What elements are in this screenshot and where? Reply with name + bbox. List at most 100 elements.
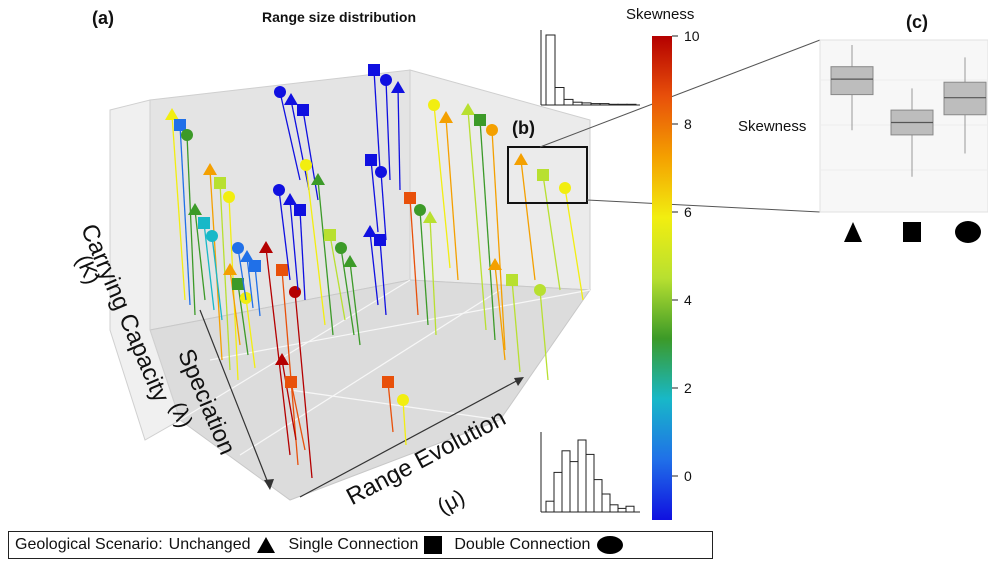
triangle-marker [188, 203, 202, 215]
square-marker [174, 119, 186, 131]
hist-bottom-bar [545, 500, 555, 513]
circle-marker [300, 159, 312, 171]
legend-circle-icon [597, 536, 624, 554]
square-marker [294, 204, 306, 216]
stem-line [429, 217, 437, 336]
stem-line [511, 279, 521, 373]
legend-square-icon [424, 536, 443, 554]
panel-a-label: (a) [92, 8, 114, 28]
triangle-marker [514, 153, 528, 165]
stem-line [278, 189, 291, 281]
hist-top-bar [599, 103, 610, 106]
hist-top-bar [581, 102, 592, 106]
stem-line [279, 91, 301, 181]
panel-c-label: (c) [906, 12, 928, 32]
stem-line [290, 99, 310, 191]
panel-b-highlight-box [507, 146, 588, 204]
hist-bottom-bar [577, 439, 587, 513]
stem-line [387, 381, 394, 433]
circle-marker [397, 394, 409, 406]
stem-line [467, 109, 487, 331]
circle-marker [335, 242, 347, 254]
square-marker [232, 278, 244, 290]
stem-line [349, 261, 361, 346]
triangle-marker [343, 255, 357, 267]
triangle-marker [423, 211, 437, 223]
range-evolution-axis-arrow [299, 377, 523, 498]
zoom-connector-bottom [586, 199, 821, 213]
stem-line [289, 199, 299, 291]
stem-line [379, 239, 387, 316]
colorbar-title: Skewness [626, 6, 695, 23]
square-marker [374, 234, 386, 246]
square-marker [285, 376, 297, 388]
inset-histogram-bottom [540, 432, 640, 513]
circle-marker [375, 166, 387, 178]
colorbar-tick-label: 8 [684, 116, 692, 132]
hist-bottom-bar [569, 461, 579, 513]
hist-top-bar [572, 101, 583, 106]
triangle-marker [203, 163, 217, 175]
circle-marker [414, 204, 426, 216]
hist-bottom-bar [593, 479, 603, 513]
hist-bottom-bar [625, 505, 635, 513]
stem-line [281, 359, 297, 441]
triangle-marker [391, 81, 405, 93]
panel-c-ylabel: Skewness [738, 118, 807, 135]
stem-line [237, 283, 249, 356]
colorbar-ramp [652, 36, 672, 520]
panel-c-triangle-marker [844, 222, 862, 242]
hist-bottom-bar [617, 507, 627, 513]
stem-line [219, 182, 231, 371]
legend-triangle-icon [257, 537, 276, 553]
triangle-marker [284, 93, 298, 105]
circle-marker [273, 184, 285, 196]
stem-line [491, 129, 506, 351]
colorbar-tick-label: 4 [684, 292, 692, 308]
square-marker [214, 177, 226, 189]
circle-marker [534, 284, 546, 296]
stem-line [340, 247, 355, 336]
stem-line [246, 256, 254, 309]
circle-marker [559, 182, 571, 194]
stem-line [397, 87, 401, 191]
legend-row: Geological Scenario: Unchanged Single Co… [15, 535, 624, 555]
legend-prefix: Geological Scenario: [15, 536, 163, 553]
stem-line [186, 134, 196, 316]
triangle-marker [311, 173, 325, 185]
circle-marker [232, 242, 244, 254]
square-marker [276, 264, 288, 276]
square-marker [537, 169, 549, 181]
triangle-marker [439, 111, 453, 123]
stem-line [317, 179, 334, 336]
hist-top-bar [617, 103, 628, 106]
stem-line [299, 209, 306, 301]
speciation-axis-arrowhead [264, 479, 274, 490]
stem-line [171, 114, 186, 301]
panel-c-boxplot [819, 39, 988, 213]
triangle-marker [488, 258, 502, 270]
legend-double-label: Double Connection [454, 536, 591, 553]
square-marker [404, 192, 416, 204]
hist-bottom-bar [609, 504, 619, 513]
stem-line [409, 197, 419, 316]
circle-marker [428, 99, 440, 111]
floor-gridline [289, 389, 501, 421]
stem-line [305, 164, 326, 326]
panel-b-label: (b) [512, 118, 535, 138]
zoom-connector-top [539, 39, 821, 148]
legend: Geological Scenario: Unchanged Single Co… [8, 531, 713, 559]
triangle-marker [363, 225, 377, 237]
stem-line [433, 104, 451, 269]
stem-line [294, 291, 313, 479]
square-marker [474, 114, 486, 126]
stem-line [211, 235, 223, 321]
hist-top-bar [563, 98, 574, 106]
hist-top-bar [545, 34, 556, 106]
stem-line [385, 79, 391, 181]
circle-marker [206, 230, 218, 242]
square-marker [297, 104, 309, 116]
stem-line [380, 171, 387, 241]
stem-line [237, 247, 247, 301]
legend-single-label: Single Connection [288, 536, 419, 553]
